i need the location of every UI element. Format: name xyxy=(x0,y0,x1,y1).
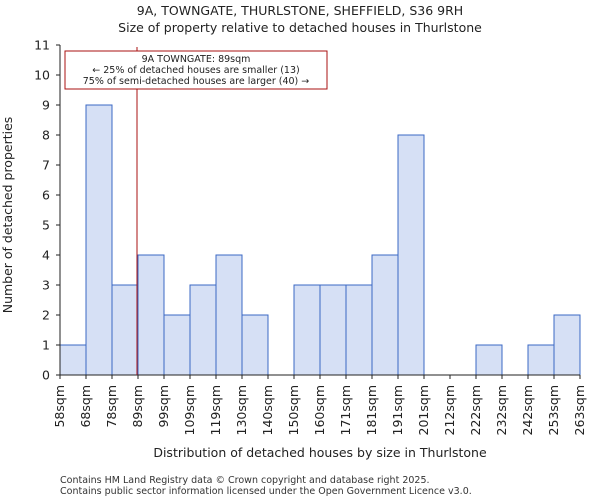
y-axis-ticks: 0 1 2 3 4 5 6 7 8 9 10 11 xyxy=(34,38,60,383)
bar-253sqm xyxy=(553,314,581,376)
axes-frame xyxy=(59,45,580,376)
bar-222sqm xyxy=(475,344,503,376)
x-tick-label: 222sqm xyxy=(468,385,483,435)
footer-line-2: Contains public sector information licen… xyxy=(60,486,472,497)
bar-171sqm xyxy=(345,284,373,376)
bar-150sqm xyxy=(293,284,321,376)
x-tick-label: 201sqm xyxy=(416,385,431,435)
y-tick-label: 9 xyxy=(42,98,50,113)
x-tick-label: 171sqm xyxy=(338,385,353,435)
x-tick-label: 253sqm xyxy=(546,385,561,435)
bar-109sqm xyxy=(189,284,217,376)
x-tick-label: 160sqm xyxy=(312,385,327,435)
bar-78sqm xyxy=(111,284,139,376)
x-tick-label: 150sqm xyxy=(286,385,301,435)
chart-subtitle: Size of property relative to detached ho… xyxy=(118,20,482,35)
x-tick-label: 89sqm xyxy=(130,385,145,428)
footer-line-1: Contains HM Land Registry data © Crown c… xyxy=(60,475,430,486)
y-tick-label: 8 xyxy=(42,128,50,143)
y-tick-label: 10 xyxy=(34,68,50,83)
annotation-box xyxy=(64,50,328,90)
x-tick-label: 99sqm xyxy=(156,385,171,428)
x-tick-label: 68sqm xyxy=(78,385,93,428)
x-tick-label: 130sqm xyxy=(234,385,249,435)
annotation-line: 75% of semi-detached houses are larger (… xyxy=(83,76,310,87)
x-axis-ticks: 58sqm 68sqm 78sqm 89sqm 99sqm 109sqm 119sqm 130… xyxy=(52,375,587,435)
x-tick-label: 119sqm xyxy=(208,385,223,435)
x-tick-label: 140sqm xyxy=(260,385,275,435)
y-tick-label: 2 xyxy=(42,308,50,323)
bar-191sqm xyxy=(397,134,425,376)
x-tick-label: 181sqm xyxy=(364,385,379,435)
bar-130sqm xyxy=(241,314,269,376)
bar-68sqm xyxy=(85,104,113,376)
x-tick-label: 58sqm xyxy=(52,385,67,428)
y-tick-label: 0 xyxy=(42,368,50,383)
y-axis-label: Number of detached properties xyxy=(0,117,15,314)
y-tick-label: 11 xyxy=(34,38,50,53)
bars-group xyxy=(59,104,581,376)
x-tick-label: 212sqm xyxy=(442,385,457,435)
y-tick-label: 4 xyxy=(42,248,50,263)
y-tick-label: 6 xyxy=(42,188,50,203)
x-tick-label: 78sqm xyxy=(104,385,119,428)
x-tick-label: 263sqm xyxy=(572,385,587,435)
annotation-line: ← 25% of detached houses are smaller (13… xyxy=(92,65,299,76)
bar-89sqm xyxy=(137,254,165,376)
chart-title: 9A, TOWNGATE, THURLSTONE, SHEFFIELD, S36… xyxy=(137,3,463,18)
x-tick-label: 191sqm xyxy=(390,385,405,435)
property-marker: 9A TOWNGATE: 89sqm← 25% of detached hous… xyxy=(64,47,328,375)
y-tick-label: 3 xyxy=(42,278,50,293)
x-axis-label: Distribution of detached houses by size … xyxy=(153,445,487,460)
bar-58sqm xyxy=(59,344,87,376)
x-tick-label: 109sqm xyxy=(182,385,197,435)
annotation-line: 9A TOWNGATE: 89sqm xyxy=(142,54,251,65)
y-tick-label: 7 xyxy=(42,158,50,173)
bar-119sqm xyxy=(215,254,243,376)
y-tick-label: 5 xyxy=(42,218,50,233)
bar-99sqm xyxy=(163,314,191,376)
x-tick-label: 242sqm xyxy=(520,385,535,435)
bar-242sqm xyxy=(527,344,555,376)
bar-160sqm xyxy=(319,284,347,376)
bar-181sqm xyxy=(371,254,399,376)
y-tick-label: 1 xyxy=(42,338,50,353)
x-tick-label: 232sqm xyxy=(494,385,509,435)
